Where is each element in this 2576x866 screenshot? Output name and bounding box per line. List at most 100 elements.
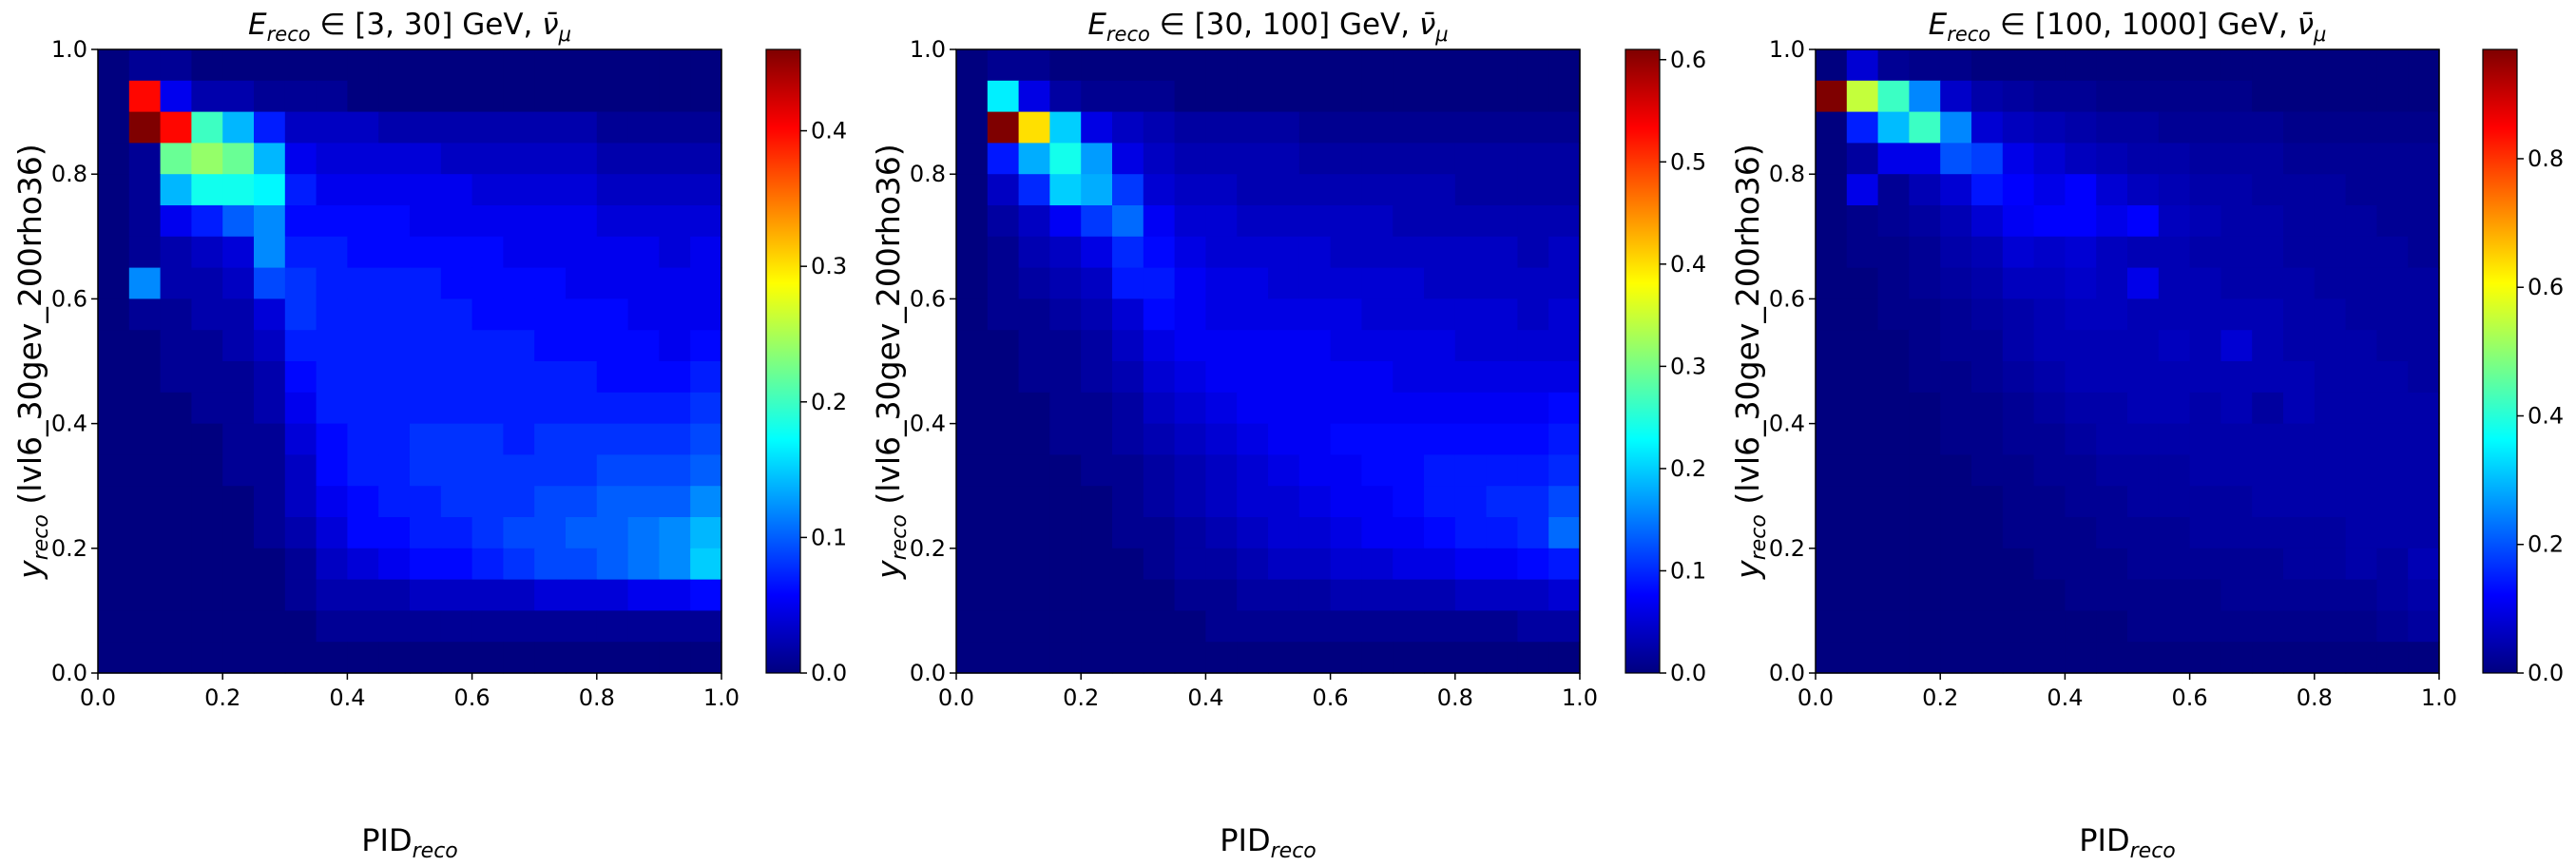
heatmap-cell bbox=[690, 236, 722, 269]
heatmap-cell bbox=[254, 642, 286, 674]
heatmap-cell bbox=[1517, 361, 1549, 394]
heatmap-cell bbox=[1940, 298, 1972, 331]
heatmap-cell bbox=[98, 174, 130, 206]
heatmap-cell bbox=[2345, 49, 2377, 82]
heatmap-cell bbox=[534, 579, 567, 611]
heatmap-cell bbox=[410, 80, 442, 113]
heatmap-cell bbox=[2065, 517, 2097, 549]
heatmap-cell bbox=[1205, 111, 1238, 144]
heatmap-cell bbox=[1143, 330, 1176, 362]
colorbar-tick-label: 0.1 bbox=[1670, 557, 1706, 584]
title-range: ∈ [100, 1000] GeV, bbox=[1990, 8, 2297, 42]
heatmap-cell bbox=[987, 49, 1020, 82]
heatmap-cell bbox=[98, 49, 130, 82]
colorbar-tick-label: 0.6 bbox=[1670, 47, 1706, 73]
colorbar-tick-label: 0.4 bbox=[1670, 251, 1706, 278]
plot-frame bbox=[1815, 48, 2440, 674]
heatmap-cell bbox=[2314, 111, 2347, 144]
heatmap-cell bbox=[1081, 330, 1113, 362]
heatmap-cell bbox=[1237, 423, 1269, 455]
colorbar-tick-label: 0.0 bbox=[1670, 660, 1706, 686]
heatmap-cell bbox=[596, 486, 629, 518]
heatmap-cell bbox=[2220, 143, 2253, 175]
heatmap-cell bbox=[690, 392, 722, 425]
heatmap-cell bbox=[1877, 579, 1910, 611]
heatmap-cell bbox=[1909, 330, 1941, 362]
heatmap-cell bbox=[1517, 517, 1549, 549]
heatmap-cell bbox=[1486, 236, 1518, 269]
heatmap-cell bbox=[1517, 610, 1549, 643]
heatmap-cell bbox=[1877, 80, 1910, 113]
heatmap-cell bbox=[987, 454, 1020, 487]
heatmap-cell bbox=[222, 330, 255, 362]
heatmap-cell bbox=[98, 111, 130, 144]
heatmap-cell bbox=[1909, 361, 1941, 394]
heatmap-cell bbox=[596, 174, 629, 206]
heatmap-cell bbox=[1298, 236, 1332, 269]
colorbar-tick-label: 0.5 bbox=[1670, 148, 1706, 175]
heatmap-cell bbox=[1081, 361, 1113, 394]
heatmap-cell bbox=[2033, 454, 2066, 487]
heatmap-cell bbox=[987, 80, 1020, 113]
heatmap-cell bbox=[254, 330, 286, 362]
heatmap-cell bbox=[1361, 49, 1394, 82]
y-tick-label: 0.8 bbox=[910, 161, 946, 187]
heatmap-cell bbox=[2002, 548, 2035, 581]
heatmap-cell bbox=[1081, 423, 1113, 455]
heatmap-cell bbox=[2065, 361, 2097, 394]
heatmap-cell bbox=[98, 236, 130, 269]
heatmap-cell bbox=[1816, 298, 1848, 331]
heatmap-cell bbox=[2065, 143, 2097, 175]
heatmap-cell bbox=[378, 111, 411, 144]
heatmap-cell bbox=[1018, 111, 1050, 144]
heatmap-cell bbox=[1112, 361, 1144, 394]
heatmap-cell bbox=[98, 579, 130, 611]
heatmap-cell bbox=[1940, 49, 1972, 82]
heatmap-cell bbox=[1548, 49, 1581, 82]
heatmap-cell bbox=[1237, 642, 1269, 674]
ylabel-sub: reco bbox=[1747, 514, 1771, 560]
heatmap-cell bbox=[347, 392, 379, 425]
heatmap-cell bbox=[2408, 423, 2440, 455]
heatmap-cell bbox=[2158, 80, 2191, 113]
heatmap-cell bbox=[1018, 361, 1050, 394]
heatmap-cell bbox=[2408, 143, 2440, 175]
heatmap-cell bbox=[160, 298, 192, 331]
heatmap-cell bbox=[1081, 49, 1113, 82]
heatmap-cell bbox=[566, 423, 598, 455]
heatmap-cell bbox=[284, 111, 317, 144]
heatmap-cell bbox=[2252, 174, 2284, 206]
heatmap-cell bbox=[987, 267, 1020, 299]
heatmap-cell bbox=[1971, 579, 2004, 611]
heatmap-cell bbox=[1112, 392, 1144, 425]
heatmap-cell bbox=[1143, 236, 1176, 269]
heatmap-cells bbox=[1816, 49, 2440, 674]
heatmap-cell bbox=[1268, 298, 1300, 331]
heatmap-cell bbox=[1486, 174, 1518, 206]
heatmap-cell bbox=[284, 392, 317, 425]
heatmap-cell bbox=[566, 579, 598, 611]
heatmap-cell bbox=[191, 579, 223, 611]
heatmap-cell bbox=[1877, 486, 1910, 518]
heatmap-cell bbox=[2158, 548, 2191, 581]
y-tick-label: 0.0 bbox=[51, 660, 87, 686]
heatmap-cell bbox=[1393, 454, 1425, 487]
heatmap-cell bbox=[2189, 111, 2221, 144]
heatmap-cell bbox=[254, 174, 286, 206]
heatmap-cell bbox=[1486, 205, 1518, 238]
heatmap-cell bbox=[627, 267, 660, 299]
y-tick-label: 0.2 bbox=[1769, 535, 1805, 562]
heatmap-cell bbox=[2033, 236, 2066, 269]
heatmap-cell bbox=[410, 423, 442, 455]
heatmap-cell bbox=[1816, 517, 1848, 549]
heatmap-cell bbox=[2376, 548, 2409, 581]
heatmap-cell bbox=[2127, 517, 2160, 549]
heatmap-cell bbox=[2252, 548, 2284, 581]
heatmap-cell bbox=[2033, 111, 2066, 144]
colorbar-tick-label: 0.2 bbox=[811, 389, 847, 415]
heatmap-cell bbox=[1816, 361, 1848, 394]
heatmap-cell bbox=[1361, 517, 1394, 549]
heatmap-cell bbox=[1018, 517, 1050, 549]
heatmap-cell bbox=[659, 236, 691, 269]
heatmap-cell bbox=[2033, 392, 2066, 425]
